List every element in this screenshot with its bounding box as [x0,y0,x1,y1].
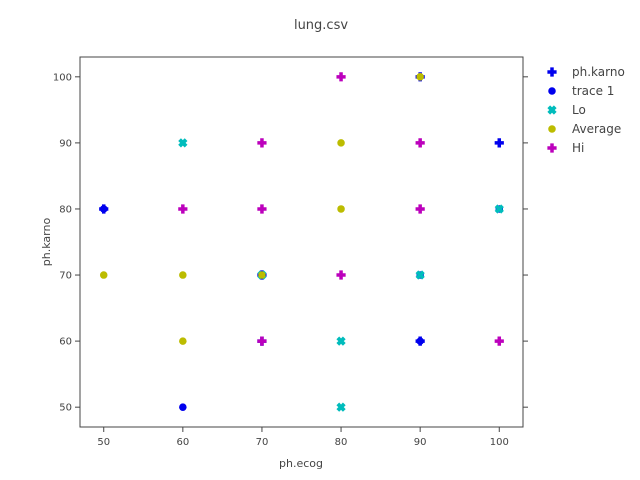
data-point [99,205,108,213]
data-point [179,403,187,411]
y-tick-label: 50 [59,403,72,414]
y-tick-label: 80 [59,204,72,215]
legend-marker [547,143,557,153]
plot-area [79,56,524,428]
data-point [257,204,267,214]
data-point [178,138,188,148]
y-axis-title: ph.karno [40,218,53,267]
series-trace-1 [99,205,504,411]
data-point [257,336,267,346]
y-tick-label: 60 [59,337,72,348]
data-point [336,402,346,412]
legend-item[interactable]: trace 1 [548,84,614,98]
legend-item[interactable]: Hi [547,141,584,155]
data-point [494,336,504,346]
chart-title: lung.csv [294,18,348,33]
data-point [179,337,187,345]
legend-label: ph.karno [572,65,625,79]
series-hi [178,72,504,346]
data-point [336,270,346,280]
legend-label: trace 1 [572,84,614,98]
legend: ph.karno trace 1 Lo Average Hi [547,65,625,155]
series-ph-karno [99,72,504,346]
data-point [415,138,425,148]
y-axis: 50 60 70 80 90 100 [53,72,528,414]
x-tick-label: 50 [97,437,110,448]
legend-label: Lo [572,103,586,117]
legend-item[interactable]: Average [548,122,621,136]
data-point [416,337,424,345]
legend-marker [548,125,556,133]
data-point [494,138,504,148]
data-point [337,139,345,147]
x-tick-label: 60 [176,437,189,448]
legend-marker [547,67,557,77]
data-point [257,138,267,148]
x-axis-title: ph.ecog [279,457,323,470]
data-point [416,73,424,81]
legend-item[interactable]: ph.karno [547,65,625,79]
data-point [178,204,188,214]
data-points [99,72,504,412]
data-point [337,205,345,213]
x-tick-label: 80 [335,437,348,448]
legend-label: Average [572,122,621,136]
x-tick-label: 100 [490,437,509,448]
data-point [258,271,266,279]
data-point [494,204,504,214]
data-point [336,336,346,346]
data-point [336,72,346,82]
series-average [99,73,424,345]
data-point [415,270,425,280]
data-point [415,204,425,214]
legend-label: Hi [572,141,584,155]
legend-marker [548,87,556,95]
legend-item[interactable]: Lo [547,103,586,117]
data-point [179,271,187,279]
data-point [99,271,108,279]
y-tick-label: 90 [59,138,72,149]
y-tick-label: 100 [53,72,72,83]
x-axis: 50 60 70 80 90 100 [97,427,509,448]
x-tick-label: 70 [256,437,269,448]
legend-marker [547,105,557,115]
y-tick-label: 70 [59,271,72,282]
x-tick-label: 90 [414,437,427,448]
